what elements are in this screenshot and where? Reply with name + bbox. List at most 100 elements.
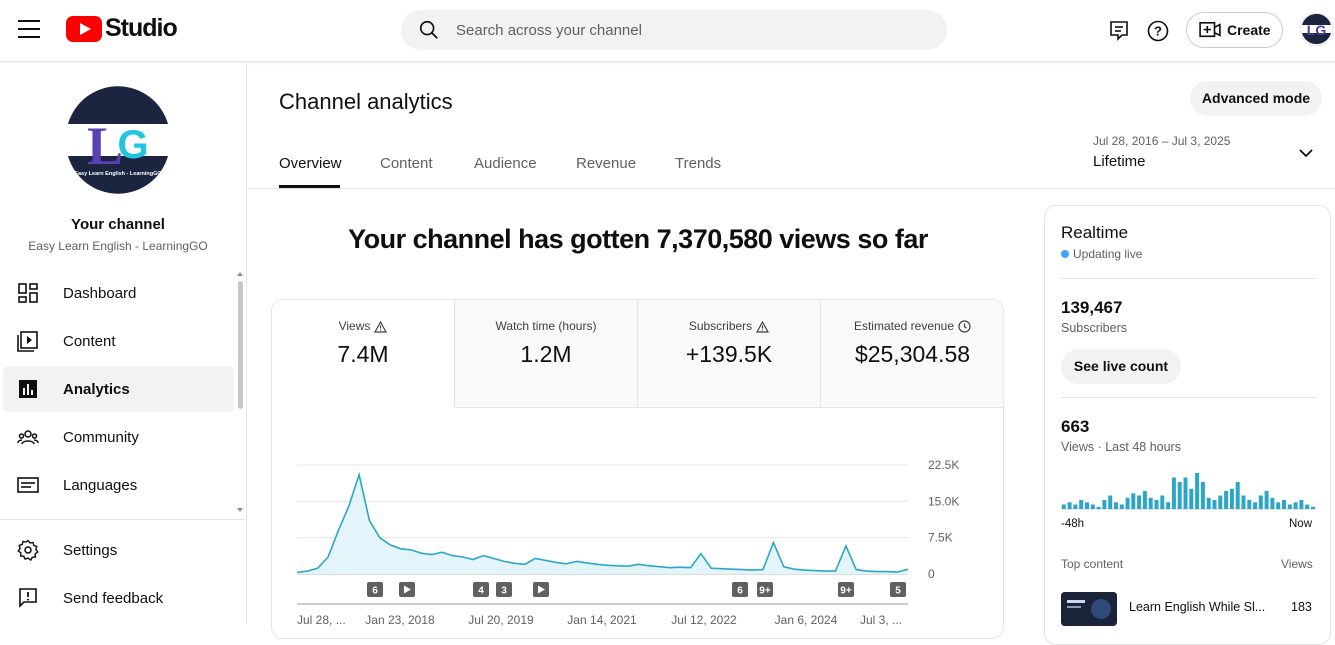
sidebar-item-dashboard[interactable]: Dashboard: [3, 270, 234, 316]
x-tick-label: Jul 28, ...: [297, 613, 346, 627]
advanced-mode-button[interactable]: Advanced mode: [1190, 81, 1322, 116]
gear-icon: [17, 539, 39, 561]
x-tick-label: Jan 23, 2018: [365, 613, 435, 627]
svg-text:?: ?: [1154, 24, 1162, 39]
svg-text:6: 6: [372, 586, 378, 597]
sidebar-item-label: Languages: [63, 476, 138, 494]
search-input[interactable]: [456, 21, 896, 39]
realtime-bar: [1061, 504, 1066, 509]
realtime-views-label: Views · Last 48 hours: [1061, 440, 1181, 454]
y-tick-label: 15.0K: [928, 494, 959, 508]
realtime-bar: [1224, 491, 1229, 509]
tab-trends[interactable]: Trends: [675, 155, 722, 172]
divider: [1061, 397, 1316, 398]
realtime-bar: [1241, 495, 1246, 509]
sidebar-item-languages[interactable]: Languages: [3, 462, 234, 508]
create-button[interactable]: Create: [1186, 12, 1283, 48]
metric-tab-watch-time[interactable]: Watch time (hours) 1.2M: [455, 300, 638, 408]
create-label: Create: [1227, 22, 1271, 38]
notes-icon[interactable]: [1107, 19, 1131, 43]
metric-label: Subscribers: [688, 319, 753, 333]
sidebar-item-content[interactable]: Content: [3, 318, 234, 364]
sidebar-item-label: Dashboard: [63, 284, 137, 302]
realtime-bar: [1311, 506, 1315, 510]
realtime-bar: [1218, 495, 1223, 509]
realtime-bar: [1096, 506, 1101, 510]
sidebar: L G Easy Learn English - LearningGO Your…: [0, 63, 247, 624]
svg-text:3: 3: [501, 586, 507, 597]
scroll-thumb[interactable]: [238, 281, 243, 409]
video-title[interactable]: Learn English While Sl...: [1129, 600, 1266, 614]
create-video-icon: [1199, 21, 1221, 38]
publish-marker: 6: [732, 582, 748, 597]
help-icon[interactable]: ?: [1146, 19, 1170, 43]
realtime-bar: [1177, 482, 1182, 509]
sidebar-scrollbar[interactable]: [237, 271, 243, 513]
svg-text:6: 6: [737, 586, 743, 597]
account-avatar[interactable]: LG: [1300, 13, 1333, 46]
community-icon: [17, 430, 39, 445]
metric-tab-revenue[interactable]: Estimated revenue $25,304.58: [821, 300, 1003, 408]
realtime-bar: [1142, 491, 1147, 509]
live-dot-icon: [1061, 250, 1069, 258]
area-fill: [297, 474, 908, 574]
y-tick-label: 22.5K: [928, 458, 959, 472]
svg-text:9+: 9+: [759, 586, 771, 597]
chevron-down-icon[interactable]: [1298, 146, 1314, 160]
realtime-bar: [1195, 473, 1200, 509]
search-bar[interactable]: [401, 10, 947, 50]
realtime-bar: [1229, 488, 1234, 510]
tab-content[interactable]: Content: [380, 155, 433, 172]
realtime-bar: [1270, 497, 1275, 510]
y-tick-label: 0: [928, 567, 935, 581]
search-icon: [419, 20, 438, 39]
realtime-bar: [1282, 500, 1286, 509]
realtime-bar: [1264, 491, 1269, 509]
warning-icon: [756, 320, 770, 333]
x-tick-label: Jan 6, 2024: [775, 613, 838, 627]
metric-label: Watch time (hours): [495, 319, 597, 333]
realtime-bar: [1293, 502, 1298, 510]
sidebar-item-label: Analytics: [63, 380, 130, 398]
studio-logo[interactable]: Studio: [66, 14, 178, 43]
sidebar-item-label: Send feedback: [63, 589, 164, 607]
menu-icon[interactable]: [18, 20, 40, 38]
realtime-bar: [1067, 502, 1072, 510]
channel-avatar[interactable]: L G Easy Learn English - LearningGO: [65, 86, 171, 198]
svg-text:5: 5: [895, 586, 901, 597]
tab-audience[interactable]: Audience: [474, 155, 537, 172]
logo-text: Studio: [105, 14, 178, 42]
views-headline: Your channel has gotten 7,370,580 views …: [348, 224, 928, 254]
realtime-bar: [1305, 504, 1310, 509]
video-thumbnail[interactable]: [1061, 592, 1117, 626]
see-live-count-button[interactable]: See live count: [1061, 349, 1181, 384]
sidebar-item-analytics[interactable]: Analytics: [3, 366, 234, 412]
metric-label: Views: [338, 319, 371, 333]
realtime-bar-chart[interactable]: [1061, 468, 1316, 510]
tab-overview[interactable]: Overview: [279, 155, 342, 172]
clock-icon: [958, 320, 971, 333]
dashboard-icon: [18, 283, 38, 303]
views-chart[interactable]: 22.5K 15.0K 7.5K 0 6 4 3 6 9+ 9+ 5 Jul 28, ... Jan 2…: [272, 408, 1004, 639]
realtime-bar: [1299, 500, 1304, 509]
svg-text:9+: 9+: [840, 586, 852, 597]
live-status: Updating live: [1061, 247, 1142, 261]
sidebar-item-send-feedback[interactable]: Send feedback: [3, 575, 234, 621]
realtime-bar: [1102, 500, 1107, 509]
sidebar-item-settings[interactable]: Settings: [3, 527, 234, 573]
realtime-bar: [1114, 502, 1118, 510]
realtime-bar: [1200, 482, 1205, 509]
axis-start-label: -48h: [1061, 518, 1085, 530]
publish-marker: [533, 582, 549, 597]
top-content-label: Top content: [1061, 557, 1124, 571]
realtime-views-count: 663: [1061, 417, 1090, 436]
date-label: Lifetime: [1093, 153, 1146, 170]
x-tick-label: Jul 20, 2019: [468, 613, 534, 627]
metric-tab-views[interactable]: Views 7.4M: [272, 300, 455, 408]
metric-tab-subscribers[interactable]: Subscribers +139.5K: [638, 300, 821, 408]
sidebar-item-community[interactable]: Community: [3, 414, 234, 460]
series-line: [296, 471, 909, 574]
realtime-bar: [1125, 497, 1130, 510]
subscriber-count: 139,467: [1061, 298, 1123, 317]
tab-revenue[interactable]: Revenue: [576, 155, 637, 172]
